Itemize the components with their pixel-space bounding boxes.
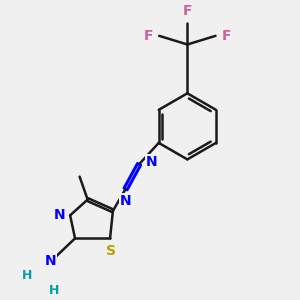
Text: F: F bbox=[183, 4, 192, 18]
Text: F: F bbox=[143, 29, 153, 43]
Text: N: N bbox=[120, 194, 131, 208]
Text: F: F bbox=[222, 29, 231, 43]
Text: N: N bbox=[53, 208, 65, 222]
Text: S: S bbox=[106, 244, 116, 258]
Text: N: N bbox=[146, 155, 157, 169]
Text: H: H bbox=[22, 269, 32, 282]
Text: H: H bbox=[49, 284, 59, 297]
Text: N: N bbox=[45, 254, 57, 268]
